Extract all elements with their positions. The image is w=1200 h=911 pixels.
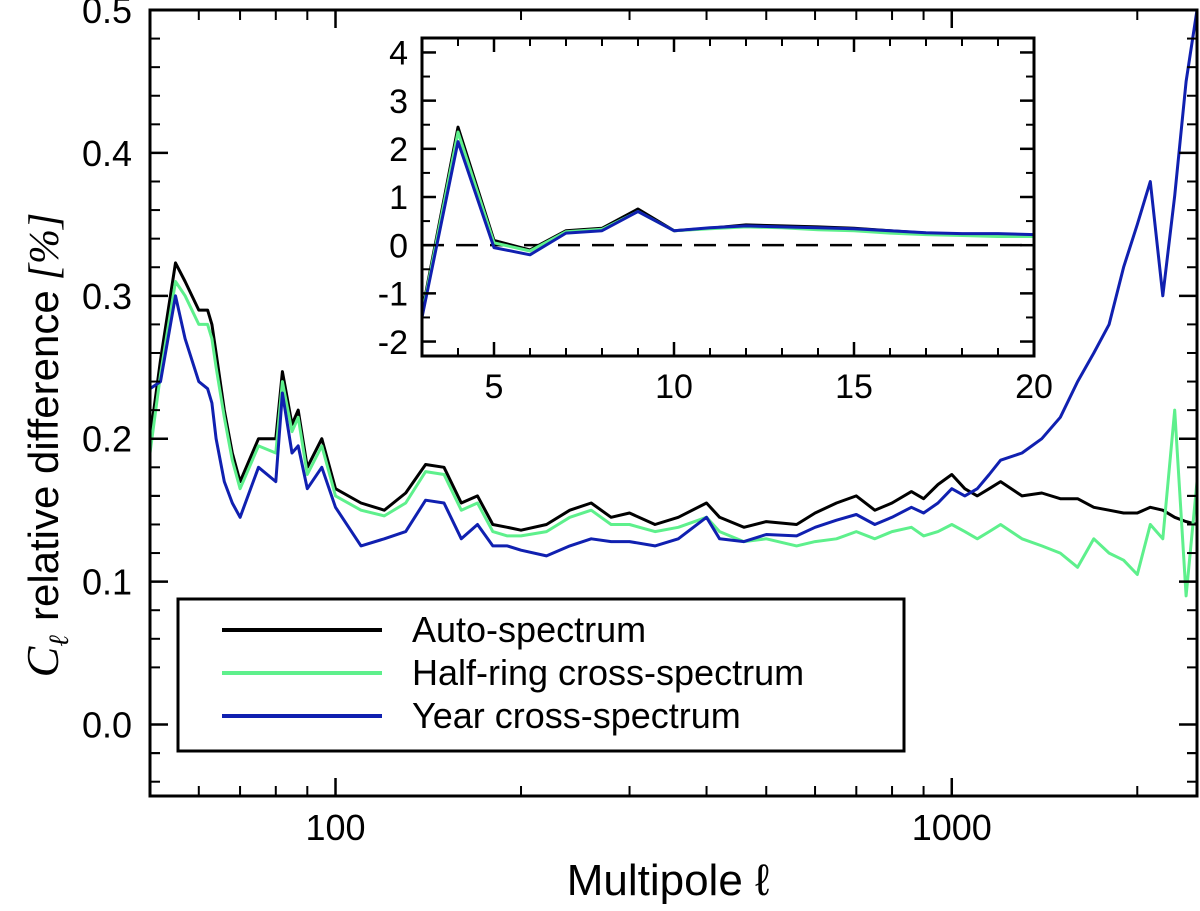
inset-y-tick-label: 4	[389, 35, 408, 73]
inset-background	[422, 38, 1034, 356]
y-axis-title-symbol: C	[17, 645, 68, 677]
y-axis-title: Cℓ relative difference [%]	[17, 213, 75, 678]
main-y-tick-label: 0.2	[82, 419, 132, 460]
legend-label-year: Year cross-spectrum	[412, 695, 741, 736]
inset-ticks	[421, 38, 1036, 356]
inset-y-tick-label: -1	[378, 276, 408, 314]
inset-y-tick-label: -2	[378, 324, 408, 362]
main-series-year-cross-spectrum	[149, 9, 1199, 558]
main-series-half-ring-cross-spectrum	[148, 280, 1199, 598]
inset-x-tick-label: 15	[835, 368, 873, 406]
main-series-auto-spectrum	[148, 261, 1198, 532]
main-y-tick-label: 0.3	[82, 276, 132, 317]
inset-series-group	[420, 125, 1035, 318]
inset-y-tick-label: 1	[389, 179, 408, 217]
main-ticks	[149, 8, 1197, 796]
inset-x-tick-label: 20	[1015, 368, 1053, 406]
main-x-tick-label: 1000	[912, 807, 992, 848]
y-axis-title-subscript: ℓ	[44, 635, 75, 647]
legend: Auto-spectrum Half-ring cross-spectrum Y…	[176, 597, 906, 753]
main-y-tick-label: 0.5	[82, 0, 132, 31]
main-y-tick-label: 0.0	[82, 705, 132, 746]
inset-y-tick-label: 2	[389, 131, 408, 169]
main-y-tick-label: 0.1	[82, 562, 132, 603]
inset-plot: 5 10 15 20 -2 -1 0 1 2 3 4	[378, 35, 1053, 406]
main-y-tick-label: 0.4	[82, 133, 132, 174]
main-plot-frame	[148, 8, 1199, 798]
inset-y-tick-label: 0	[389, 227, 408, 265]
x-axis-title: Multipole ℓ	[567, 856, 770, 905]
y-axis-title-text: relative difference	[20, 290, 67, 621]
inset-x-tick-label: 10	[655, 368, 693, 406]
legend-label-auto-spectrum: Auto-spectrum	[412, 609, 646, 650]
y-axis-title-unit: [%]	[22, 213, 68, 281]
inset-x-tick-label: 5	[485, 368, 504, 406]
inset-series-year-cross-spectrum	[420, 140, 1035, 318]
inset-y-tick-label: 3	[389, 83, 408, 121]
inset-tick-labels: 5 10 15 20 -2 -1 0 1 2 3 4	[378, 35, 1053, 406]
legend-label-half-ring: Half-ring cross-spectrum	[412, 652, 804, 693]
svg-text:Cℓrelative difference[%]: Cℓ relative difference [%]	[17, 213, 75, 678]
main-series-group	[148, 9, 1199, 598]
main-x-tick-label: 100	[305, 807, 365, 848]
